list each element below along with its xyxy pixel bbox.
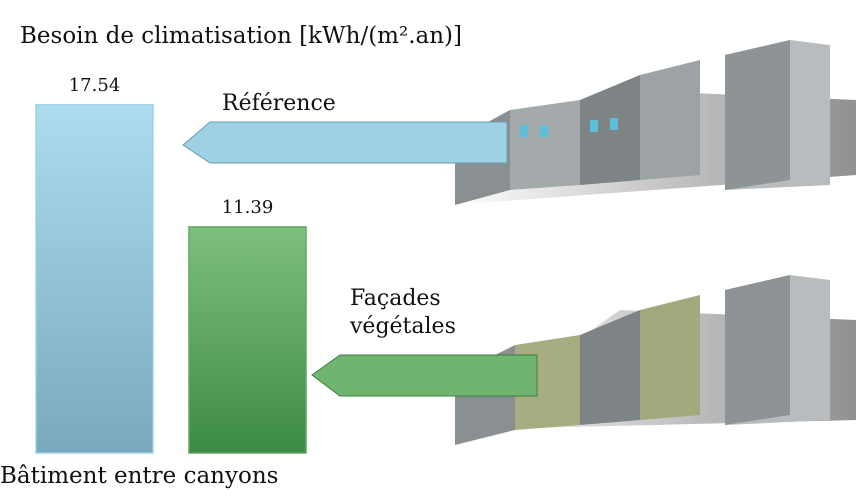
illustration-top bbox=[450, 40, 856, 205]
arrow bbox=[182, 121, 538, 397]
illustration-bottom bbox=[450, 275, 856, 445]
category-label: Référence bbox=[222, 91, 336, 116]
bar bbox=[35, 104, 154, 454]
bar bbox=[188, 226, 307, 454]
chart-title: Besoin de climatisation [kWh/(m².an)] bbox=[20, 23, 462, 49]
category-label: Façades végétales bbox=[350, 286, 456, 339]
value-label: 17.54 bbox=[69, 75, 121, 96]
value-label: 11.39 bbox=[222, 197, 274, 218]
x-axis-label: Bâtiment entre canyons bbox=[0, 463, 279, 489]
